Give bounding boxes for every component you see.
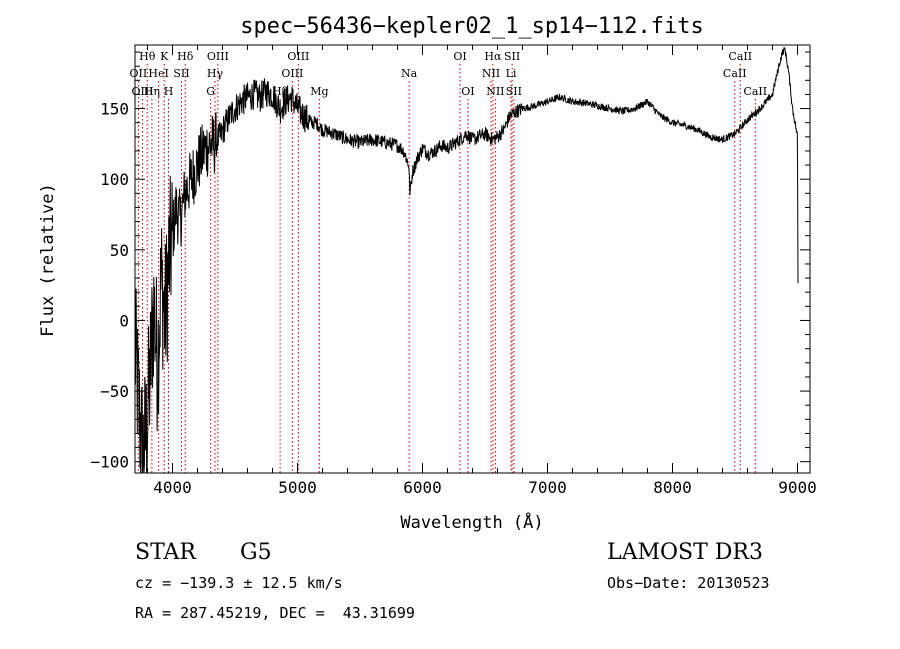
x-axis-label: Wavelength (Å) [400,511,543,533]
survey-name: LAMOST DR3 [607,540,763,565]
y-tick-label: 50 [110,241,129,260]
x-tick-label: 9000 [778,478,817,497]
spectral-line-label: OII [130,67,148,80]
spectral-line-label: K [160,50,169,63]
spectral-line-label: Mg [310,85,328,98]
spectral-line-label: Hθ [139,50,156,63]
spectral-line-label: OI [453,50,466,63]
spectral-line-label: OIII [287,50,309,63]
spectrum-series [134,47,799,474]
spectral-line-label: CaII [723,67,747,80]
observation-date: Obs−Date: 20130523 [607,574,770,592]
x-tick-label: 7000 [528,478,567,497]
spectral-line-label: Na [401,67,418,80]
spectral-line-label: OIII [281,67,303,80]
spectral-line-label: CaII [743,85,767,98]
spectral-line-label: Hδ [177,50,194,63]
y-tick-label: 0 [119,311,129,330]
x-tick-label: 5000 [278,478,317,497]
object-subclass: G5 [240,540,272,565]
spectral-line-label: G [206,85,215,98]
y-axis-label: Flux (relative) [38,183,58,337]
coordinates: RA = 287.45219, DEC = 43.31699 [135,604,415,622]
spectral-line-label: Hα [484,50,502,63]
spectral-line-label: H [164,85,174,98]
radial-velocity: cz = −139.3 ± 12.5 km/s [135,574,343,592]
spectral-line-label: SII [173,67,189,80]
x-tick-label: 4000 [153,478,192,497]
spectral-line-label: HeI [148,67,168,80]
y-tick-label: 150 [100,100,129,119]
spectral-line-label: NII [482,67,500,80]
x-axis-ticks: 4000 5000 6000 7000 8000 9000 [147,45,817,497]
spectral-line-label: Li [506,67,517,80]
spectral-line-label: Hη [144,85,160,98]
spectral-line-label: OI [461,85,474,98]
y-tick-label: −100 [90,453,129,472]
spectral-line-label: NII [486,85,504,98]
spectral-line-label: SII [506,85,522,98]
spectral-line-label: OIII [207,50,229,63]
chart-title: spec−56436−kepler02_1_sp14−112.fits [240,14,704,39]
x-tick-label: 8000 [653,478,692,497]
object-class: STAR [135,540,196,565]
spectrum-line [134,47,799,474]
x-tick-label: 6000 [403,478,442,497]
spectral-line-label: SII [504,50,520,63]
spectral-line-label: Hγ [207,67,224,80]
y-tick-label: −50 [100,382,129,401]
spectral-line-label: CaII [728,50,752,63]
y-tick-label: 100 [100,170,129,189]
y-axis-ticks: −100 −50 0 50 100 150 [90,51,810,472]
